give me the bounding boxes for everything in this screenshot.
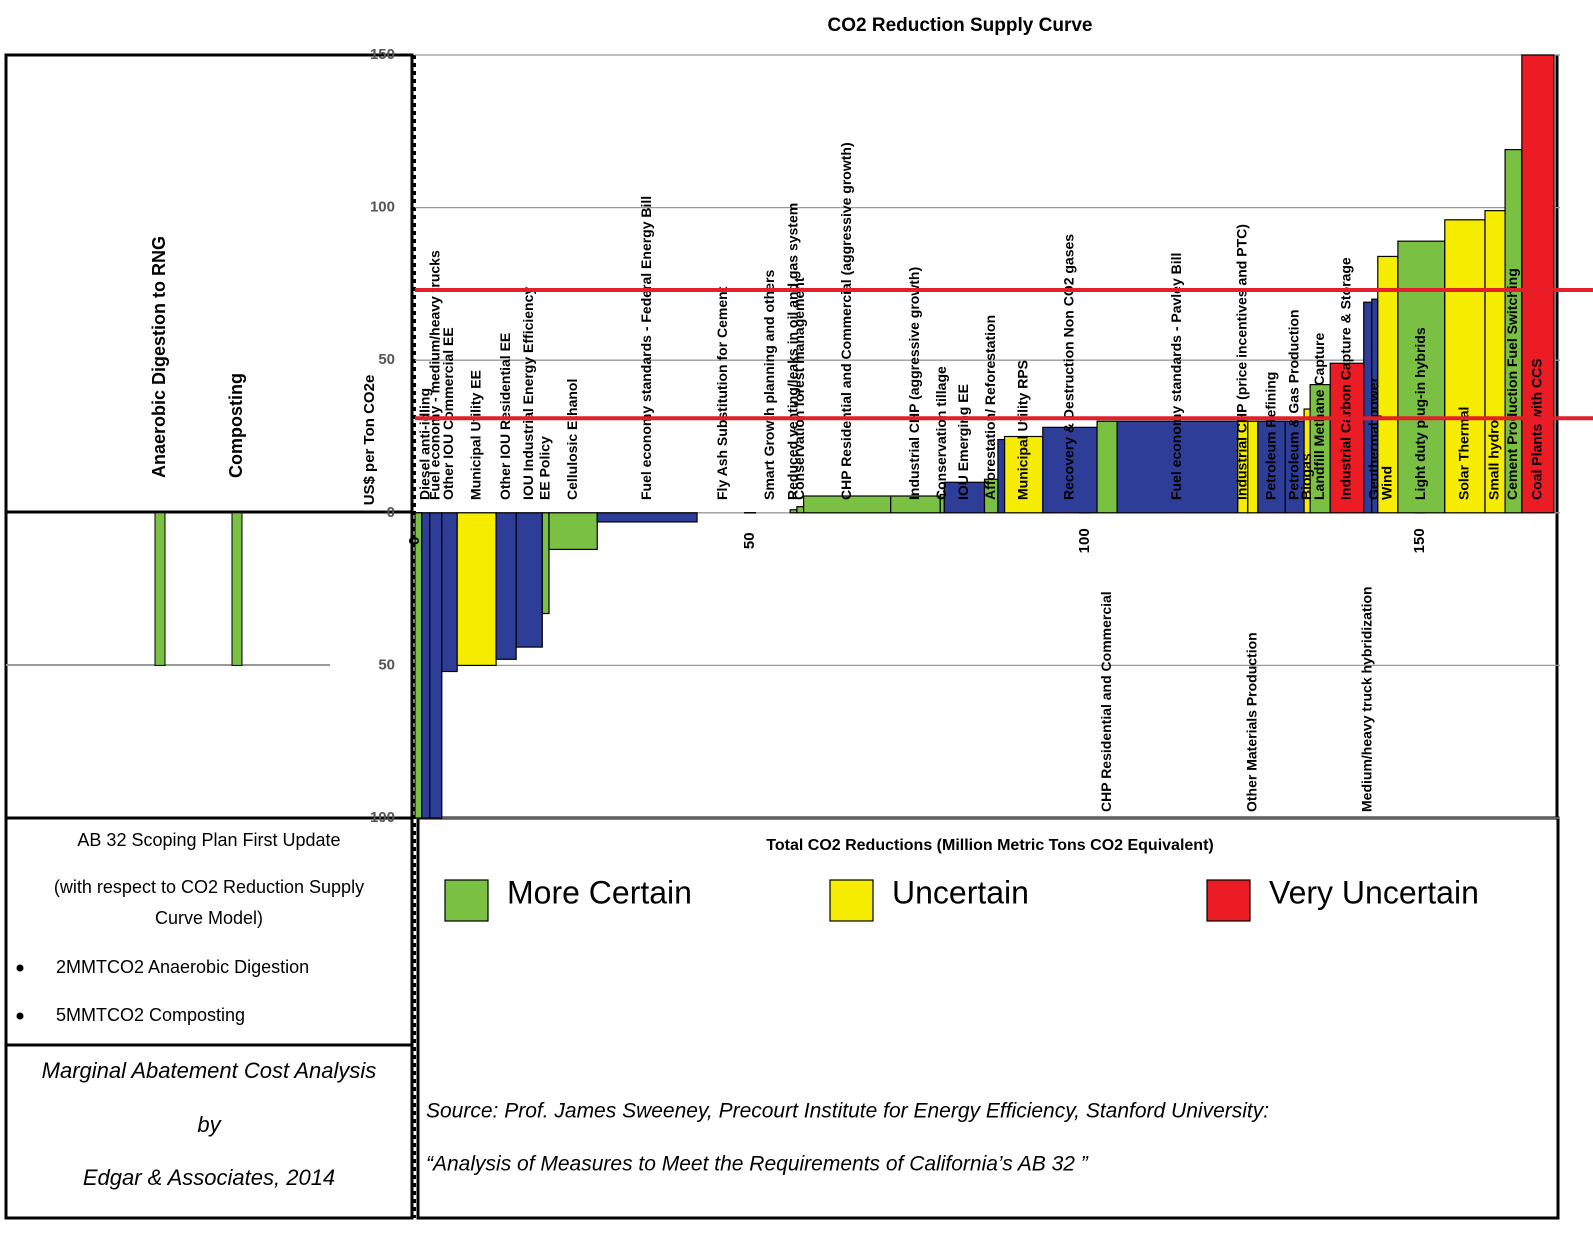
x-tick-label: 100 xyxy=(1076,528,1093,553)
credit-panel xyxy=(4,1043,414,1220)
bar-label: Other Materials Production xyxy=(1244,632,1260,812)
bar-label: Conservation tillage xyxy=(933,366,949,500)
bar xyxy=(1003,435,1044,514)
bar-label: Municipal Utility EE xyxy=(467,370,483,500)
bar xyxy=(495,512,517,660)
bar-label: Solar Thermal xyxy=(1456,407,1472,500)
credit-line: Marginal Abatement Cost Analysis xyxy=(42,1058,377,1083)
bar-label: Biogas xyxy=(1298,453,1314,500)
y-tick-label: 100 xyxy=(370,809,395,826)
bar xyxy=(548,512,598,551)
legend-swatch xyxy=(829,879,874,922)
bar xyxy=(456,512,497,666)
bar-label: Fly Ash Substitution for Cement xyxy=(714,286,730,500)
bar-label: Conservation forest management xyxy=(791,277,807,500)
x-tick-label: 50 xyxy=(741,532,758,549)
bar-label: Diesel anti-idling xyxy=(416,388,432,500)
bar-label: Industrial CHP (aggressive growth) xyxy=(906,267,922,500)
bar-label: Cement Production Fuel Switching xyxy=(1504,268,1520,500)
bar xyxy=(1116,420,1239,514)
bar xyxy=(441,512,458,673)
bar xyxy=(541,512,550,615)
left-bar xyxy=(231,512,243,666)
bar xyxy=(515,512,543,648)
bar xyxy=(1257,420,1286,514)
bars xyxy=(414,54,1555,819)
bar-label: Wind xyxy=(1379,466,1395,500)
left-panel xyxy=(4,53,414,820)
bar xyxy=(429,512,443,819)
bar-label: Geothermal power xyxy=(1365,377,1381,500)
bar-label: Fuel economy - medium/heavy trucks xyxy=(426,250,442,500)
bar-label: Small hydro xyxy=(1486,420,1502,500)
note-bullet: 2MMTCO2 Anaerobic Digestion xyxy=(56,957,309,977)
bar-label: Reduced venting/leaks in oil and gas sys… xyxy=(784,203,800,500)
bar xyxy=(421,512,431,819)
left-bar-label: Composting xyxy=(226,373,246,478)
y-axis-title: US$ per Ton CO2e xyxy=(361,375,378,506)
bullet xyxy=(16,1012,24,1020)
bar-label: Petroleum & Gas Production xyxy=(1285,309,1301,500)
bar-label: Medium/heavy truck hybridization xyxy=(1358,586,1374,812)
bar-label: Industrial Carbon Capture & Storage xyxy=(1338,257,1354,500)
bar-label: Fuel economy standards - Pavley Bill xyxy=(1168,253,1184,500)
left-bar xyxy=(154,512,166,666)
bar xyxy=(997,438,1006,514)
legend-label: More Certain xyxy=(507,874,692,910)
bar xyxy=(1444,219,1486,514)
bar-label: Petroleum Refining xyxy=(1262,372,1278,500)
bar-label: CHP Residential and Commercial xyxy=(1098,591,1114,812)
y-tick-label: 50 xyxy=(378,656,395,673)
bullet xyxy=(16,964,24,972)
bar xyxy=(1329,362,1365,514)
bar xyxy=(1521,54,1555,514)
bar xyxy=(789,509,798,514)
y-tick-label: 100 xyxy=(370,199,395,216)
bar-label: IOU Emerging EE xyxy=(955,384,971,500)
source-line: “Analysis of Measures to Meet the Requir… xyxy=(426,1153,1089,1176)
legend-swatch xyxy=(444,879,489,922)
y-tick-label: 0 xyxy=(387,504,395,521)
note-bullet: 5MMTCO2 Composting xyxy=(56,1005,245,1025)
bar-label: Recovery & Destruction Non CO2 gases xyxy=(1061,234,1077,500)
bar xyxy=(414,512,423,819)
bar-label: Light duty plug-in hybrids xyxy=(1412,327,1428,500)
bar-label: Coal Plants with CCS xyxy=(1529,358,1545,500)
chart-title: CO2 Reduction Supply Curve xyxy=(828,15,1093,36)
bar xyxy=(1042,426,1098,514)
bar-label: Fuel economy standards - Federal Energy … xyxy=(638,196,654,500)
bar-label: Other IOU Commercial EE xyxy=(440,327,456,500)
source-line: Source: Prof. James Sweeney, Precourt In… xyxy=(426,1100,1269,1123)
credit-line: by xyxy=(197,1112,222,1137)
bar-label: CHP Residential and Commercial (aggressi… xyxy=(838,142,854,500)
legend-label: Very Uncertain xyxy=(1269,874,1479,910)
bar-label: Municipal Utility RPS xyxy=(1014,360,1030,500)
bar-label: IOU Industrial Energy Efficiency xyxy=(520,287,536,500)
x-axis-title: Total CO2 Reductions (Million Metric Ton… xyxy=(766,837,1213,854)
notes-heading: AB 32 Scoping Plan First Update xyxy=(77,830,340,850)
left-bar-label: Anaerobic Digestion to RNG xyxy=(149,236,169,478)
notes-subheading: (with respect to CO2 Reduction Supply Cur… xyxy=(54,877,364,928)
legend-swatch xyxy=(1206,879,1251,922)
bar xyxy=(796,506,805,514)
x-tick-label: 150 xyxy=(1411,528,1428,553)
bar xyxy=(1096,420,1118,514)
bar xyxy=(596,512,698,523)
bar-label: EE Policy xyxy=(536,436,552,500)
bar-label: Smart Growth planning and others xyxy=(761,270,777,500)
bar xyxy=(943,481,986,514)
x-tick-label: 0 xyxy=(406,537,423,545)
y-tick-label: 50 xyxy=(378,351,395,368)
y-tick-label: 150 xyxy=(370,46,395,63)
credit-line: Edgar & Associates, 2014 xyxy=(83,1165,335,1190)
bar-label: Cellulosic Ethanol xyxy=(564,379,580,500)
bar-label: Afforestation/ Reforestation xyxy=(982,315,998,500)
legend-label: Uncertain xyxy=(892,874,1029,910)
bar-label: Industrial CHP (price incentives and PTC… xyxy=(1233,224,1249,500)
